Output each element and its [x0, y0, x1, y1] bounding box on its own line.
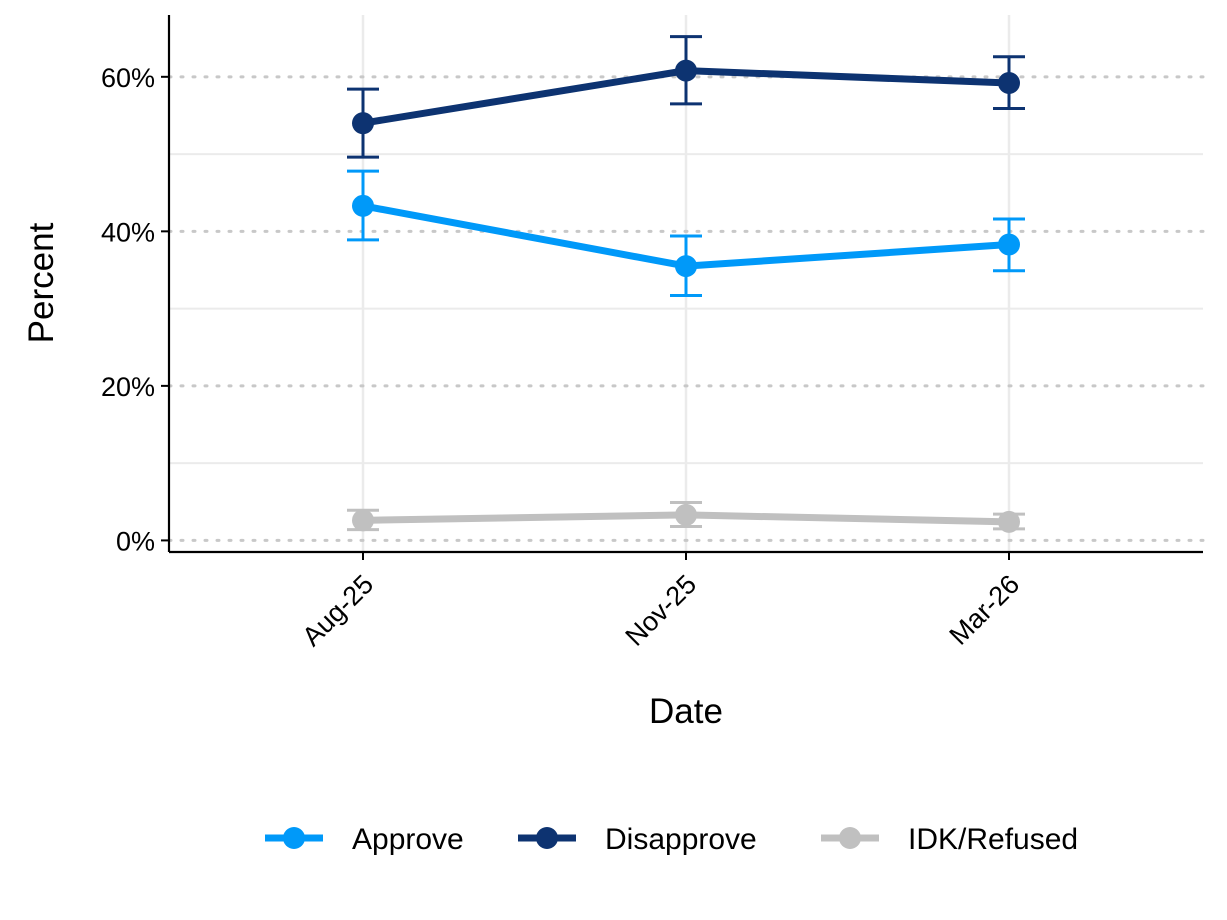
y-tick-label: 0% [116, 526, 155, 556]
legend-key-point [536, 827, 558, 849]
x-tick-label: Aug-25 [296, 569, 379, 652]
legend-label: IDK/Refused [908, 823, 1078, 856]
data-point [352, 112, 374, 135]
legend-item: Approve [265, 823, 464, 856]
y-tick-label: 40% [101, 217, 155, 247]
legend-label: Disapprove [605, 823, 757, 856]
legend-item: IDK/Refused [821, 823, 1078, 856]
y-tick-labels: 0% 20% 40% 60% [101, 63, 155, 557]
series-layer [347, 35, 1025, 533]
legend: Approve Disapprove IDK/Refused [265, 823, 1078, 856]
data-point [675, 59, 697, 82]
x-tick-labels: Aug-25 Nov-25 Mar-26 [296, 569, 1025, 652]
data-point [998, 233, 1020, 256]
data-point [675, 255, 697, 278]
y-tick-label: 20% [101, 372, 155, 402]
y-tick-label: 60% [101, 63, 155, 93]
series-idk-refused [347, 501, 1025, 533]
x-tick-label: Nov-25 [619, 569, 702, 652]
series-disapprove [347, 35, 1025, 159]
legend-key-point [839, 827, 861, 849]
axes-layer [161, 15, 1203, 560]
y-axis-title: Percent [22, 222, 61, 343]
x-axis-title: Date [649, 692, 723, 731]
data-point [352, 509, 374, 532]
data-point [998, 510, 1020, 533]
x-tick-label: Mar-26 [944, 569, 1026, 651]
data-point [352, 194, 374, 217]
legend-item: Disapprove [518, 823, 757, 856]
series-approve [347, 169, 1025, 297]
data-point [675, 503, 697, 526]
legend-key-point [283, 827, 305, 849]
data-point [998, 71, 1020, 94]
legend-label: Approve [352, 823, 464, 856]
